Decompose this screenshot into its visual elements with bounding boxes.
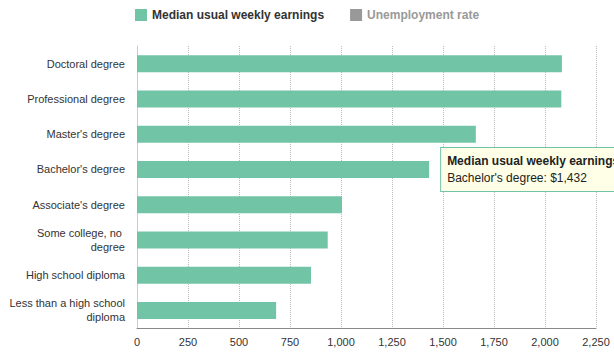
svg-text:750: 750 <box>281 336 299 348</box>
svg-text:Bachelor's degree: $1,432: Bachelor's degree: $1,432 <box>447 171 587 185</box>
svg-text:2,250: 2,250 <box>582 336 610 348</box>
svg-text:500: 500 <box>230 336 248 348</box>
svg-text:1,750: 1,750 <box>480 336 508 348</box>
svg-text:diploma: diploma <box>83 311 125 323</box>
svg-text:Median usual weekly earnings: Median usual weekly earnings <box>152 8 324 22</box>
svg-text:1,000: 1,000 <box>327 336 355 348</box>
svg-text:Master's degree: Master's degree <box>46 128 125 140</box>
svg-text:Associate's degree: Associate's degree <box>32 199 125 211</box>
svg-text:Doctoral degree: Doctoral degree <box>47 58 125 70</box>
svg-text:250: 250 <box>179 336 197 348</box>
svg-text:Some college, no: Some college, no <box>37 227 125 239</box>
svg-text:0: 0 <box>134 336 140 348</box>
svg-text:High school diploma: High school diploma <box>26 269 126 281</box>
svg-text:1,500: 1,500 <box>429 336 457 348</box>
svg-text:2,000: 2,000 <box>531 336 559 348</box>
svg-text:degree: degree <box>91 241 125 253</box>
svg-text:Bachelor's degree: Bachelor's degree <box>37 163 125 175</box>
svg-text:1,250: 1,250 <box>378 336 406 348</box>
svg-text:Less than a high school: Less than a high school <box>9 297 125 309</box>
svg-text:Unemployment rate: Unemployment rate <box>367 8 479 22</box>
svg-text:Professional degree: Professional degree <box>27 93 125 105</box>
svg-text:Median usual weekly earnings: Median usual weekly earnings <box>447 154 614 168</box>
